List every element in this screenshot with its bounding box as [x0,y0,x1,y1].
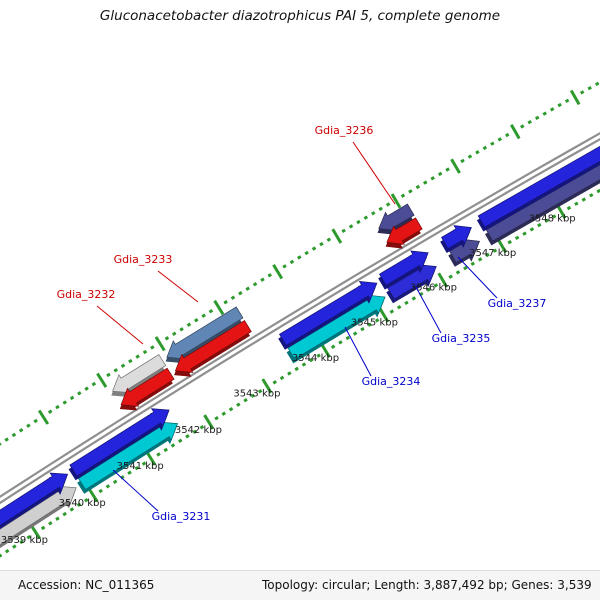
gene-left-unlabeled[interactable] [0,472,77,561]
ruler-label-3545: 3545 kbp [351,318,398,329]
backbone [0,131,600,505]
gene-leader-Gdia_3234 [344,326,372,377]
topology-text: Topology: circular; Length: 3,887,492 bp… [262,578,592,592]
ruler-label-3539: 3539 kbp [1,535,48,546]
ruler-labels: 3539 kbp 3540 kbp 3541 kbp 3542 kbp 3543 kbp… [1,214,576,547]
gene-label-Gdia_3235[interactable]: Gdia_3235 [432,332,491,345]
ruler-label-3547: 3547 kbp [469,248,516,259]
ruler-label-3543: 3543 kbp [233,389,280,400]
gene-leader-Gdia_3231 [112,469,159,512]
gene-leader-Gdia_3232 [96,305,144,345]
gene-leader-Gdia_3233 [157,270,199,303]
gene-Gdia_3232[interactable] [111,354,175,411]
gene-label-Gdia_3236[interactable]: Gdia_3236 [315,124,374,137]
gene-Gdia_3235[interactable] [378,250,437,304]
accession-text: Accession: NC_011365 [18,578,155,592]
ruler-label-3546: 3546 kbp [410,283,457,294]
gene-Gdia_3236[interactable] [377,203,423,249]
gene-right-unlabeled[interactable] [476,132,600,246]
gene-Gdia_3234[interactable] [278,280,386,364]
gene-label-Gdia_3233[interactable]: Gdia_3233 [114,253,173,266]
ruler-label-3541: 3541 kbp [117,461,164,472]
gene-label-Gdia_3231[interactable]: Gdia_3231 [152,510,211,523]
gene-label-Gdia_3234[interactable]: Gdia_3234 [362,375,421,388]
gene-Gdia_3233[interactable] [165,306,252,377]
gene-label-Gdia_3237[interactable]: Gdia_3237 [488,297,547,310]
status-bar: Accession: NC_011365 Topology: circular;… [0,570,600,600]
gene-leader-Gdia_3236 [352,141,396,205]
gene-leader-Gdia_3237 [457,256,498,299]
ruler-ticks [0,81,600,558]
gene-Gdia_3237[interactable] [440,225,481,267]
ruler-label-3542: 3542 kbp [175,425,222,436]
ruler-label-3540: 3540 kbp [59,498,106,509]
genome-title: Gluconacetobacter diazotrophicus PAI 5, … [99,8,501,24]
gene-Gdia_3231[interactable] [68,408,179,494]
ruler-label-3548: 3548 kbp [529,214,576,225]
ruler-label-3544: 3544 kbp [292,353,339,364]
gene-label-Gdia_3232[interactable]: Gdia_3232 [57,288,116,301]
gene-leader-Gdia_3235 [415,286,442,334]
